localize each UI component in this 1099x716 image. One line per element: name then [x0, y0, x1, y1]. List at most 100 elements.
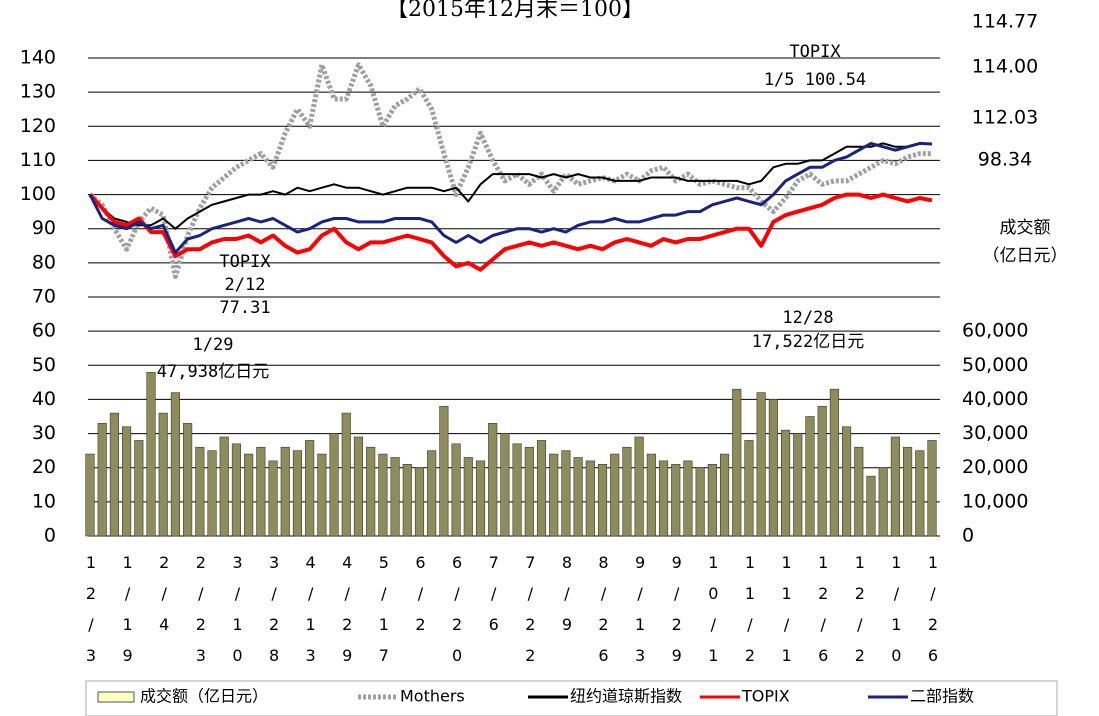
chart-title: 【2015年12月末＝100】 — [386, 0, 644, 22]
x-tick-label: 11/2 — [740, 553, 759, 677]
volume-bar — [780, 429, 791, 537]
y2-tick-label: 50,000 — [962, 354, 1028, 376]
volume-bar — [573, 457, 583, 537]
volume-bar — [414, 467, 425, 537]
volume-bar — [622, 446, 632, 537]
volume-bar — [634, 436, 644, 537]
y-tick-label: 30 — [32, 422, 56, 444]
volume-bar — [805, 416, 815, 537]
legend-label: 纽约道琼斯指数 — [570, 687, 682, 706]
x-tick-label: 12/22 — [850, 553, 869, 708]
x-tick-label: 2/4 — [155, 553, 174, 646]
annotation: 47,938亿日元 — [157, 362, 269, 382]
volume-bar — [390, 457, 400, 537]
y2-tick-label: 10,000 — [962, 490, 1028, 512]
y-tick-label: 70 — [32, 286, 56, 308]
y-tick-label: 130 — [20, 81, 56, 103]
volume-bar — [695, 467, 705, 537]
volume-bar — [585, 460, 595, 537]
legend-label: Mothers — [400, 687, 465, 706]
series-line — [88, 141, 933, 255]
volume-bar — [353, 436, 364, 537]
x-tick-label: 3/10 — [228, 553, 247, 677]
volume-bar — [927, 440, 937, 537]
x-tick-label: 8/26 — [594, 553, 613, 677]
y2-tick-label: 0 — [962, 525, 974, 547]
volume-bar — [317, 453, 327, 537]
volume-bar — [329, 433, 339, 537]
y-tick-label: 140 — [20, 47, 56, 69]
volume-bar — [597, 463, 608, 537]
annotation: 1/29 — [193, 335, 234, 355]
annotation: TOPIX — [789, 42, 841, 62]
volume-bar — [341, 412, 351, 537]
volume-bar — [207, 450, 217, 537]
annotation: 1/5 100.54 — [764, 70, 866, 90]
annotation: （亿日元） — [983, 246, 1068, 266]
volume-bar — [244, 453, 254, 537]
legend-swatch — [97, 691, 135, 703]
x-tick-label: 3/28 — [265, 553, 284, 677]
volume-bar — [915, 450, 925, 537]
y-tick-label: 110 — [20, 149, 56, 171]
y-tick-label: 50 — [32, 354, 56, 376]
x-tick-label: 10/17 — [704, 553, 723, 708]
volume-bar — [488, 423, 498, 537]
volume-bar — [671, 463, 681, 537]
volume-bar — [97, 423, 107, 537]
y2-tick-label: 40,000 — [962, 388, 1028, 410]
series-line — [88, 192, 933, 272]
x-tick-label: 9/13 — [631, 553, 650, 677]
volume-bar — [646, 453, 656, 537]
y2-tick-label: 60,000 — [962, 320, 1028, 342]
volume-bar — [732, 388, 742, 537]
volume-bar — [683, 460, 693, 537]
volume-bar — [817, 405, 827, 537]
volume-bar — [109, 412, 119, 537]
volume-bar — [842, 426, 852, 537]
y-tick-label: 40 — [32, 388, 56, 410]
x-tick-label: 1/10 — [887, 553, 906, 677]
x-tick-label: 1/26 — [924, 553, 943, 677]
x-tick-label: 6/2 — [411, 553, 430, 646]
volume-bar — [158, 412, 168, 537]
volume-bar — [305, 440, 315, 537]
y2-tick-label: 30,000 — [962, 422, 1028, 444]
x-tick-label: 9/29 — [667, 553, 686, 677]
volume-bar — [85, 453, 95, 537]
volume-bar — [427, 450, 437, 537]
series-line — [89, 142, 933, 230]
annotation: 12/28 — [782, 308, 833, 328]
y-tick-label: 90 — [32, 217, 56, 239]
legend-label: 成交额（亿日元） — [140, 687, 268, 706]
y-tick-label: 20 — [32, 456, 56, 478]
y-tick-label: 10 — [32, 490, 56, 512]
volume-bar — [610, 453, 620, 537]
volume-bar — [768, 399, 778, 537]
volume-bar — [536, 440, 547, 537]
volume-bar — [658, 460, 669, 537]
volume-bar — [268, 460, 278, 537]
volume-bar — [195, 446, 205, 537]
volume-bar — [878, 467, 888, 537]
volume-bar — [170, 392, 180, 537]
volume-bar — [756, 392, 766, 537]
volume-bar — [707, 463, 717, 537]
x-tick-label: 12/6 — [814, 553, 833, 677]
annotation: 77.31 — [219, 298, 270, 318]
volume-bar — [292, 450, 303, 537]
x-tick-label: 12/31 — [82, 553, 101, 708]
volume-bar — [890, 436, 900, 537]
volume-bar — [463, 457, 473, 537]
volume-bar — [146, 372, 156, 537]
y-tick-label: 80 — [32, 251, 56, 273]
volume-bar — [439, 405, 449, 537]
annotation: 成交额 — [1000, 218, 1051, 238]
volume-bar — [402, 463, 412, 537]
volume-bar — [500, 433, 510, 537]
legend-label: 二部指数 — [910, 687, 974, 706]
x-tick-label: 8/9 — [557, 553, 576, 646]
x-tick-label: 2/23 — [191, 553, 210, 677]
annotation: 17,522亿日元 — [752, 332, 864, 352]
